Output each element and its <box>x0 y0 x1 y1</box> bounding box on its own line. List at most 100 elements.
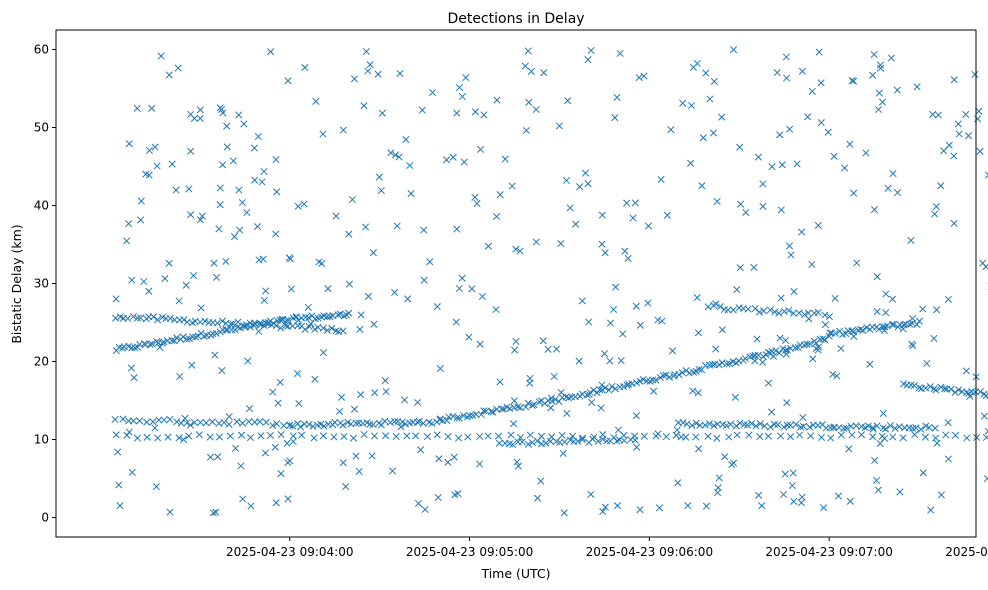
data-point <box>362 47 370 56</box>
data-point <box>729 46 738 54</box>
data-point <box>143 418 151 426</box>
data-point <box>782 53 790 61</box>
data-point <box>509 440 517 449</box>
data-point <box>600 350 609 358</box>
data-point <box>524 399 532 407</box>
data-point <box>311 375 319 383</box>
data-point <box>733 286 741 294</box>
data-point <box>725 433 733 441</box>
data-point <box>806 340 814 348</box>
data-point <box>817 433 826 441</box>
data-point <box>876 440 884 448</box>
data-point <box>309 422 317 430</box>
data-point <box>629 214 637 222</box>
data-point <box>709 129 718 137</box>
data-point <box>611 385 619 393</box>
data-point <box>540 69 548 77</box>
data-point <box>695 445 703 453</box>
data-point <box>535 398 543 406</box>
data-point <box>798 493 806 501</box>
data-point <box>821 321 829 329</box>
data-point <box>880 327 889 335</box>
data-point <box>183 419 191 427</box>
data-point <box>913 83 921 91</box>
data-point <box>643 377 651 385</box>
data-point <box>955 386 963 394</box>
data-point <box>116 502 124 510</box>
data-point <box>542 439 550 447</box>
data-point <box>966 392 974 400</box>
data-point <box>219 109 227 117</box>
data-point <box>713 434 721 442</box>
data-point <box>310 434 318 442</box>
data-point <box>149 313 158 321</box>
data-point <box>603 437 611 445</box>
data-point <box>776 334 784 342</box>
data-point <box>742 208 750 216</box>
data-point <box>145 287 153 295</box>
data-point <box>814 221 822 229</box>
data-point <box>869 433 877 441</box>
data-point <box>552 345 561 353</box>
data-point <box>311 325 319 333</box>
data-point <box>964 132 973 140</box>
y-tick-label: 30 <box>34 277 49 291</box>
data-point <box>420 276 428 284</box>
data-point <box>973 433 981 442</box>
data-point <box>133 314 142 322</box>
data-point <box>736 143 744 151</box>
data-point <box>182 281 190 289</box>
data-point <box>381 417 389 425</box>
data-point <box>654 316 662 324</box>
data-point <box>128 468 136 476</box>
data-point <box>584 56 592 64</box>
data-point <box>805 315 813 323</box>
data-point <box>174 64 182 72</box>
data-point <box>837 344 845 353</box>
data-point <box>283 439 291 447</box>
data-point <box>704 303 712 311</box>
data-point <box>125 428 133 436</box>
data-point <box>500 405 508 413</box>
data-point <box>788 481 796 490</box>
y-tick-label: 60 <box>34 43 49 57</box>
data-point <box>387 149 395 157</box>
data-point <box>830 423 838 431</box>
data-point <box>710 77 718 85</box>
data-point <box>891 424 899 432</box>
data-point <box>558 431 566 439</box>
data-point <box>578 434 587 442</box>
data-point <box>764 379 773 387</box>
data-point <box>775 309 783 317</box>
data-point <box>276 316 284 324</box>
data-point <box>588 398 596 406</box>
data-point <box>404 295 412 303</box>
data-point <box>125 140 133 148</box>
data-point <box>262 418 270 426</box>
data-point <box>807 432 815 440</box>
data-point <box>462 74 470 82</box>
data-point <box>539 337 547 345</box>
data-point <box>882 309 890 317</box>
data-point <box>768 163 776 171</box>
data-point <box>153 162 161 170</box>
data-point <box>551 395 559 404</box>
data-points <box>111 46 988 517</box>
data-point <box>453 225 461 233</box>
data-point <box>364 292 373 300</box>
data-point <box>166 508 174 516</box>
data-point <box>433 431 441 439</box>
data-point <box>893 86 901 94</box>
data-point <box>636 377 644 385</box>
data-point <box>219 161 227 169</box>
data-point <box>296 423 305 431</box>
data-point <box>708 360 716 369</box>
data-point <box>631 436 639 444</box>
data-point <box>633 443 641 451</box>
data-point <box>873 273 881 281</box>
data-point <box>585 318 593 326</box>
data-point <box>225 420 233 428</box>
data-point <box>644 299 652 307</box>
data-point <box>522 403 530 411</box>
data-point <box>982 392 988 400</box>
